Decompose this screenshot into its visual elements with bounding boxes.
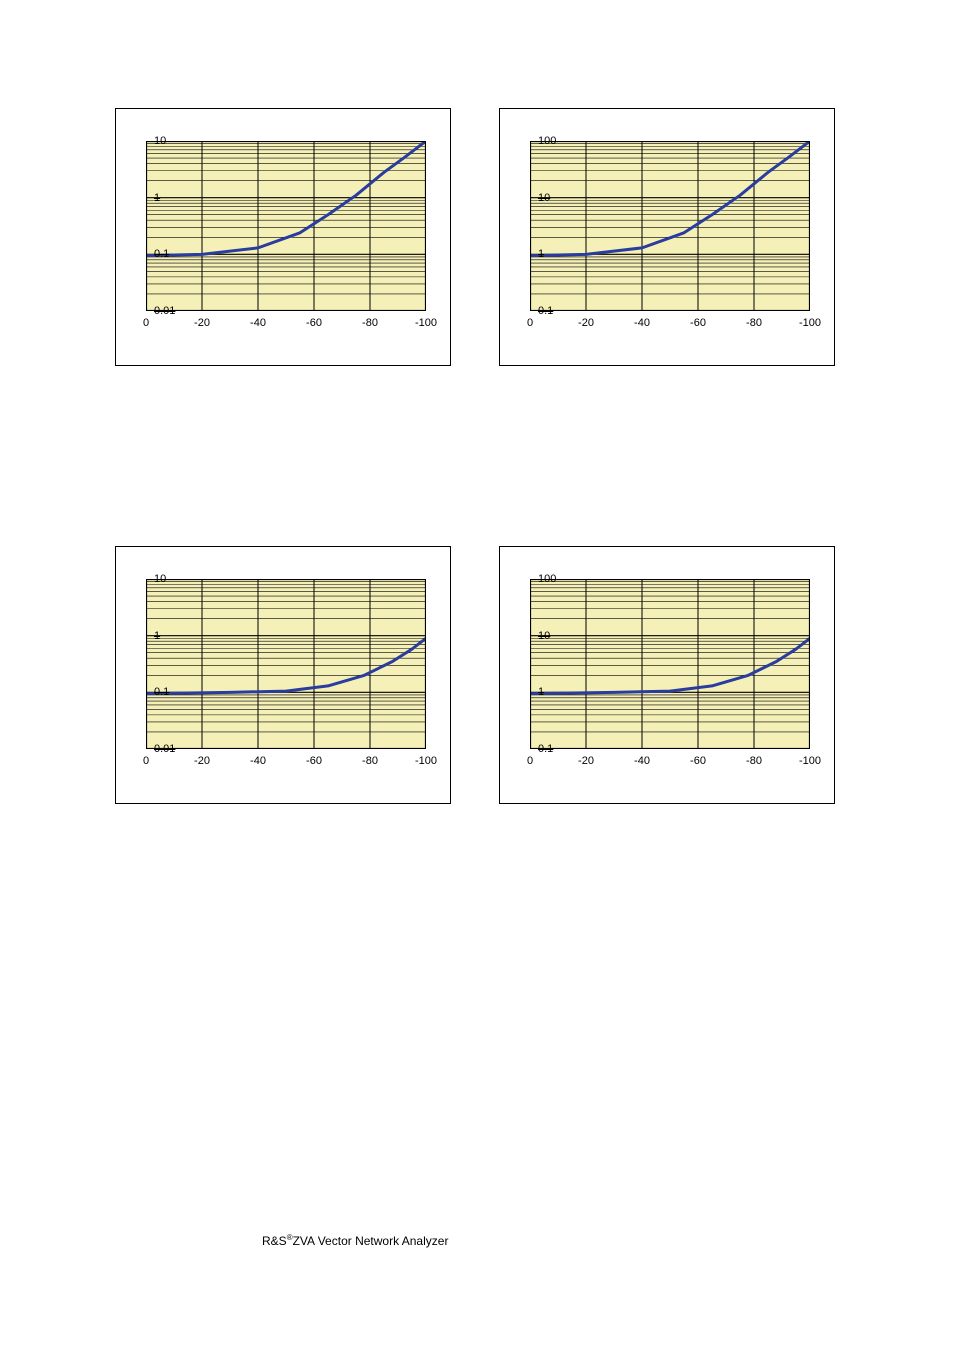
- x-tick-label: -60: [306, 317, 322, 329]
- x-tick-label: -80: [746, 317, 762, 329]
- x-tick-label: 0: [527, 755, 533, 767]
- x-axis-bottom-right: 0 -20 -40 -60 -80 -100: [522, 755, 820, 771]
- x-tick-label: -20: [194, 317, 210, 329]
- y-tick-label: 1: [538, 248, 544, 260]
- y-axis-top-left: 1010.10.01: [154, 137, 194, 311]
- y-tick-label: 1: [538, 686, 544, 698]
- y-axis-top-right: 1001010.1: [538, 137, 578, 311]
- y-tick-label: 1: [154, 630, 160, 642]
- y-tick-label: 0.1: [154, 686, 169, 698]
- x-tick-label: -20: [578, 317, 594, 329]
- x-tick-label: -60: [306, 755, 322, 767]
- y-tick-label: 10: [154, 135, 166, 147]
- panel-top-left: 10 1 0.1 0.01 0 -20 -40 -60 -80 -100: [115, 108, 451, 366]
- y-tick-label: 10: [538, 630, 550, 642]
- y-tick-label: 100: [538, 573, 556, 585]
- y-tick-label: 0.1: [154, 248, 169, 260]
- x-tick-label: 0: [143, 317, 149, 329]
- y-axis-bottom-right: 1001010.1: [538, 575, 578, 749]
- y-tick-label: 1: [154, 192, 160, 204]
- page-footer: R&S®ZVA Vector Network Analyzer: [262, 1233, 448, 1248]
- y-tick-label: 10: [154, 573, 166, 585]
- x-tick-label: -60: [690, 317, 706, 329]
- y-axis-bottom-left: 1010.10.01: [154, 575, 194, 749]
- y-tick-label: 0.1: [538, 305, 553, 317]
- x-tick-label: -20: [578, 755, 594, 767]
- footer-prefix: R&S: [262, 1234, 287, 1248]
- x-tick-label: -40: [634, 755, 650, 767]
- x-tick-label: 0: [143, 755, 149, 767]
- panel-top-right: 100 10 1 0.1 0 -20 -40 -60 -80 -100: [499, 108, 835, 366]
- panel-bottom-right: 100 10 1 0.1 0 -20 -40 -60 -80 -100: [499, 546, 835, 804]
- footer-rest: ZVA Vector Network Analyzer: [293, 1234, 449, 1248]
- x-tick-label: -40: [250, 317, 266, 329]
- chart-row-2: 10 1 0.1 0.01 0 -20 -40 -60 -80 -100 100 10 1 0.1 0…: [115, 546, 835, 804]
- x-tick-label: -100: [799, 317, 821, 329]
- panel-bottom-left: 10 1 0.1 0.01 0 -20 -40 -60 -80 -100: [115, 546, 451, 804]
- x-tick-label: 0: [527, 317, 533, 329]
- x-tick-label: -100: [799, 755, 821, 767]
- x-tick-label: -40: [250, 755, 266, 767]
- x-tick-label: -100: [415, 317, 437, 329]
- x-axis-bottom-left: 0 -20 -40 -60 -80 -100: [138, 755, 436, 771]
- x-tick-label: -80: [362, 755, 378, 767]
- y-tick-label: 0.01: [154, 305, 175, 317]
- x-tick-label: -80: [746, 755, 762, 767]
- y-tick-label: 10: [538, 192, 550, 204]
- x-tick-label: -100: [415, 755, 437, 767]
- x-tick-label: -20: [194, 755, 210, 767]
- x-axis-top-right: 0 -20 -40 -60 -80 -100: [522, 317, 820, 333]
- chart-grid: 1010.10.01 0-20-40-60-80-100 1001010.1 0…: [115, 108, 835, 984]
- x-tick-label: -80: [362, 317, 378, 329]
- y-tick-label: 0.01: [154, 743, 175, 755]
- x-axis-top-left: 0 -20 -40 -60 -80 -100: [138, 317, 436, 333]
- y-tick-label: 0.1: [538, 743, 553, 755]
- y-tick-label: 100: [538, 135, 556, 147]
- x-tick-label: -40: [634, 317, 650, 329]
- chart-row-1: 10 1 0.1 0.01 0 -20 -40 -60 -80 -100 100 10 1 0.1 0…: [115, 108, 835, 366]
- x-tick-label: -60: [690, 755, 706, 767]
